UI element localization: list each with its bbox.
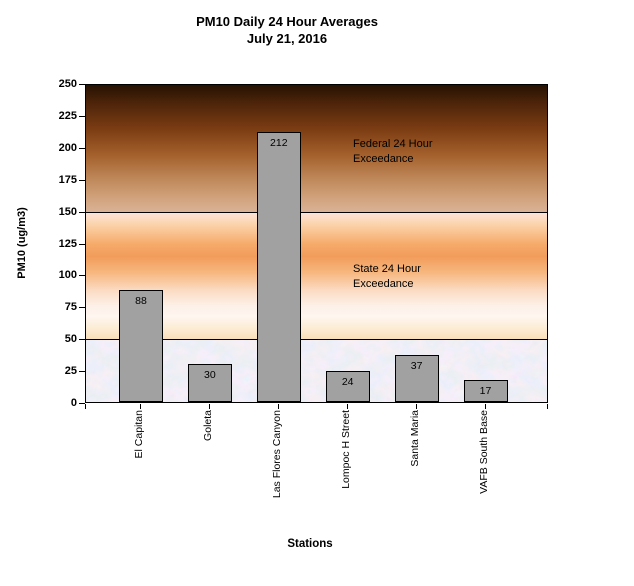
- state-threshold-line: [86, 338, 547, 340]
- chart-title: PM10 Daily 24 Hour Averages July 21, 201…: [0, 13, 574, 47]
- bar-value-el-capitan: 88: [135, 294, 147, 307]
- bar-value-santa-maria: 37: [410, 359, 423, 372]
- y-tick-mark: [79, 371, 85, 373]
- y-tick-label-75: 75: [64, 301, 77, 314]
- y-tick-label-175: 175: [58, 173, 77, 186]
- y-tick-mark: [79, 403, 85, 404]
- y-tick-label-25: 25: [64, 365, 77, 378]
- bar-vafb-south-base: 17: [463, 380, 508, 402]
- x-category-label-santa-maria: Santa Maria: [408, 410, 421, 467]
- x-category-label-el-capitan: El Capitan: [133, 410, 145, 459]
- y-tick-mark: [79, 211, 85, 213]
- y-tick-label-225: 225: [58, 109, 77, 122]
- x-tick-mark: [346, 404, 348, 409]
- bar-value-goleta: 30: [204, 368, 216, 381]
- bar-el-capitan: 88: [119, 289, 163, 402]
- x-tick-mark: [208, 404, 210, 409]
- y-tick-label-50: 50: [64, 333, 77, 346]
- y-tick-label-250: 250: [58, 78, 77, 90]
- chart-title-line1: PM10 Daily 24 Hour Averages: [196, 14, 378, 29]
- plot-area: Federal 24 Hour Exceedance State 24 Hour…: [85, 84, 548, 403]
- bar-goleta: 30: [187, 363, 232, 402]
- y-tick-label-0: 0: [70, 397, 77, 409]
- bar-value-lompoc-h-street: 24: [341, 376, 354, 389]
- y-tick-mark: [79, 339, 85, 341]
- x-category-label-vafb-south-base: VAFB South Base: [477, 410, 490, 494]
- y-tick-mark: [79, 179, 85, 181]
- y-tick-mark: [79, 243, 85, 245]
- x-tick-mark: [547, 404, 548, 409]
- x-category-label-lompoc-h-street: Lompoc H Street: [339, 410, 352, 489]
- bar-lompoc-h-street: 24: [325, 371, 370, 402]
- federal-threshold-line: [86, 211, 547, 213]
- x-axis-title: Stations: [287, 538, 333, 550]
- x-tick-mark: [415, 404, 417, 409]
- bar-value-vafb-south-base: 17: [479, 385, 492, 398]
- y-tick-mark: [79, 275, 85, 277]
- x-tick-mark: [277, 404, 279, 409]
- bar-las-flores-canyon: 212: [256, 131, 301, 402]
- state-exceedance-label: State 24 Hour Exceedance: [353, 263, 421, 290]
- y-tick-mark: [79, 84, 85, 85]
- x-tick-mark: [85, 404, 86, 409]
- y-tick-label-100: 100: [58, 269, 77, 282]
- y-tick-label-125: 125: [58, 237, 77, 250]
- y-tick-mark: [79, 307, 85, 309]
- y-tick-label-200: 200: [58, 141, 77, 154]
- x-tick-mark: [484, 404, 486, 409]
- x-category-label-las-flores-canyon: Las Flores Canyon: [270, 410, 283, 499]
- bar-santa-maria: 37: [394, 354, 439, 402]
- x-tick-mark: [140, 404, 141, 409]
- y-tick-label-150: 150: [58, 205, 77, 218]
- bar-value-las-flores-canyon: 212: [270, 136, 288, 149]
- chart-title-line2: July 21, 2016: [246, 31, 328, 46]
- x-category-label-goleta: Goleta: [201, 410, 214, 441]
- y-tick-mark: [79, 115, 85, 117]
- federal-exceedance-label: Federal 24 Hour Exceedance: [353, 138, 433, 165]
- federal-exceedance-zone: [86, 85, 547, 212]
- y-tick-mark: [79, 147, 85, 149]
